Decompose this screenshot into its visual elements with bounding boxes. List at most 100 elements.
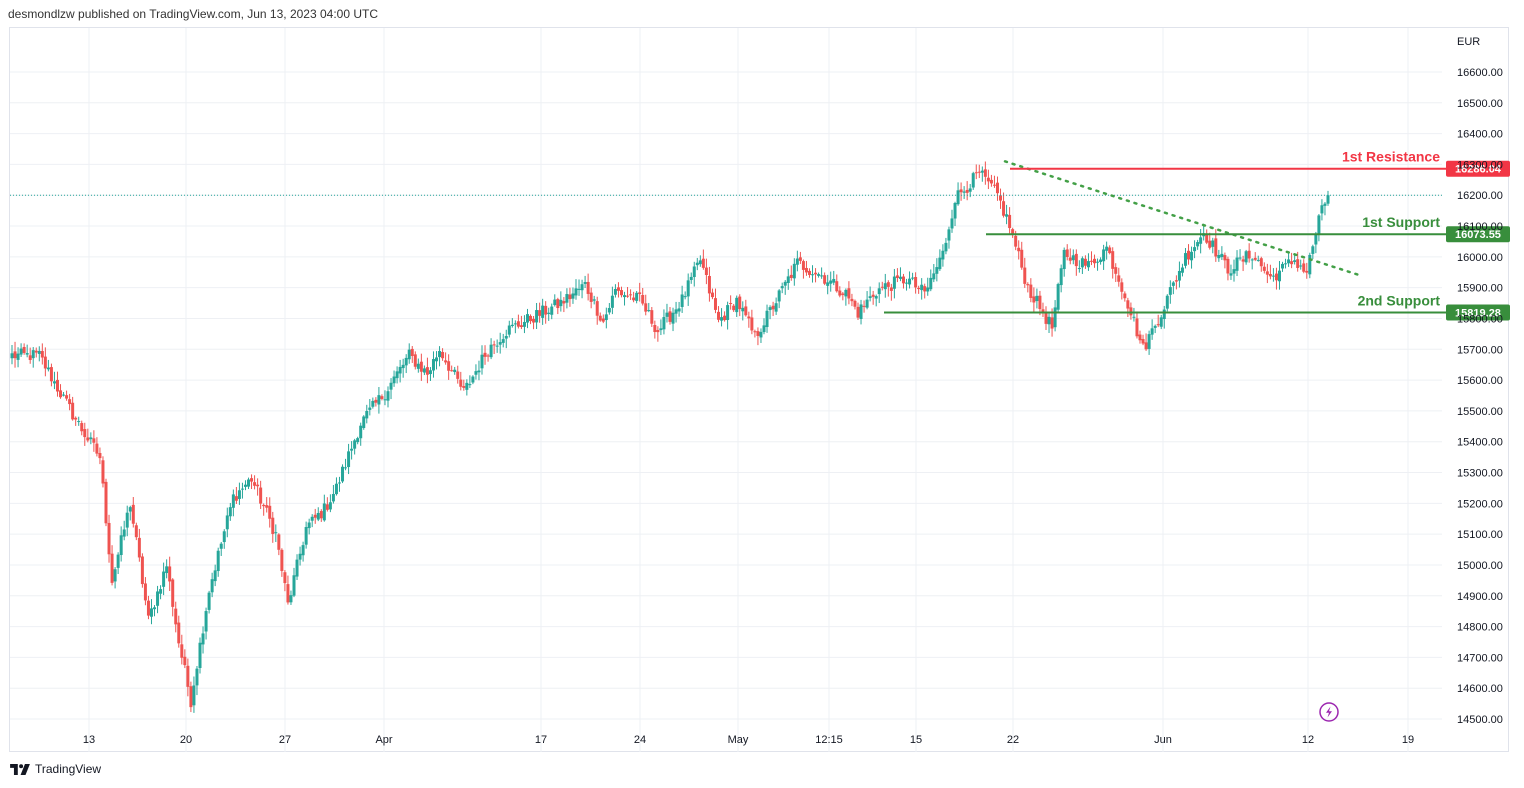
candle-down xyxy=(40,343,44,365)
candle-down xyxy=(1302,259,1306,274)
candle-down xyxy=(280,548,284,577)
candle-up xyxy=(210,572,214,598)
candle-down xyxy=(171,578,175,617)
candle-down xyxy=(871,290,875,305)
candle-down xyxy=(619,286,623,298)
candle-down xyxy=(789,265,793,281)
candle-down xyxy=(974,164,978,180)
candles xyxy=(10,161,1330,713)
candle-down xyxy=(444,352,448,365)
candle-up xyxy=(577,279,581,296)
candle-up xyxy=(389,378,393,400)
candle-up xyxy=(1047,313,1051,333)
candle-up xyxy=(980,166,984,182)
time-axis[interactable]: 13 20 27 Apr 17 24 May 12:15 15 22 Jun 12 19 xyxy=(83,734,1414,746)
candle-up xyxy=(525,308,529,329)
candle-down xyxy=(1011,227,1015,238)
candle-up xyxy=(1059,264,1063,293)
candle-up xyxy=(428,367,432,381)
candle-up xyxy=(341,464,345,484)
candle-down xyxy=(732,303,736,312)
candle-up xyxy=(677,301,681,317)
candle-down xyxy=(1120,278,1124,300)
candle-up xyxy=(692,261,696,287)
candle-up xyxy=(31,347,35,368)
candle-down xyxy=(853,299,857,310)
candle-down xyxy=(259,480,263,509)
candle-down xyxy=(1223,252,1227,269)
y-tick-label: 14800.00 xyxy=(1457,622,1503,634)
support-price-tag xyxy=(1446,304,1510,321)
candle-up xyxy=(971,171,975,190)
candle-up xyxy=(243,480,247,491)
support-price-tag xyxy=(1446,226,1510,243)
candle-up xyxy=(247,477,251,490)
candle-down xyxy=(895,268,899,283)
candle-down xyxy=(880,281,884,291)
candle-up xyxy=(1162,305,1166,329)
candle-up xyxy=(938,249,942,271)
candle-down xyxy=(271,511,275,543)
support-price-label: 16073.55 xyxy=(1455,229,1501,241)
candle-up xyxy=(883,273,887,298)
candle-down xyxy=(886,280,890,297)
candle-down xyxy=(1274,267,1278,290)
candle-up xyxy=(480,345,484,375)
candle-up xyxy=(1132,307,1136,322)
candle-up xyxy=(422,365,426,376)
candle-down xyxy=(738,294,742,317)
candle-up xyxy=(786,268,790,290)
candle-down xyxy=(538,302,542,323)
candle-down xyxy=(134,522,138,541)
y-tick-label: 15300.00 xyxy=(1457,468,1503,480)
candle-down xyxy=(250,474,254,490)
candle-up xyxy=(1147,330,1151,355)
candle-up xyxy=(777,289,781,309)
candle-down xyxy=(483,345,487,365)
candle-up xyxy=(941,244,945,267)
candle-down xyxy=(1138,330,1142,344)
candle-down xyxy=(1117,267,1121,287)
x-tick-label: 12:15 xyxy=(815,734,843,746)
candle-up xyxy=(404,354,408,374)
candle-up xyxy=(762,318,766,335)
candle-up xyxy=(153,605,157,617)
flash-icon[interactable] xyxy=(1319,702,1339,722)
candle-up xyxy=(213,564,217,587)
candle-down xyxy=(641,288,645,306)
candle-down xyxy=(49,363,53,387)
candle-up xyxy=(1180,263,1184,277)
candle-down xyxy=(1114,263,1118,282)
candle-down xyxy=(441,348,445,361)
candle-down xyxy=(186,658,190,697)
x-tick-label: 13 xyxy=(83,734,95,746)
candle-up xyxy=(680,285,684,313)
candle-down xyxy=(1074,249,1078,276)
candle-up xyxy=(932,264,936,283)
candle-up xyxy=(635,291,639,304)
candle-down xyxy=(419,353,423,381)
candle-up xyxy=(62,392,66,397)
candle-down xyxy=(1008,207,1012,234)
candle-down xyxy=(447,354,451,380)
x-tick-label: May xyxy=(728,734,749,746)
candle-down xyxy=(804,260,808,276)
candle-up xyxy=(377,387,381,414)
candle-down xyxy=(98,447,102,465)
candle-up xyxy=(647,302,651,313)
candle-up xyxy=(741,301,745,321)
candle-down xyxy=(1305,262,1309,279)
price-axis[interactable]: 14500.00 14600.00 14700.00 14800.00 14900.00… xyxy=(1457,67,1503,726)
candle-up xyxy=(868,286,872,302)
candle-up xyxy=(1238,249,1242,261)
candle-up xyxy=(1086,253,1090,271)
y-tick-label: 15100.00 xyxy=(1457,529,1503,541)
candle-down xyxy=(262,503,266,516)
candle-down xyxy=(1253,252,1257,262)
candle-up xyxy=(1314,231,1318,254)
candle-up xyxy=(1150,319,1154,340)
candle-up xyxy=(298,546,302,566)
candle-up xyxy=(1035,288,1039,309)
trendline-dotted[interactable] xyxy=(1003,160,1362,277)
